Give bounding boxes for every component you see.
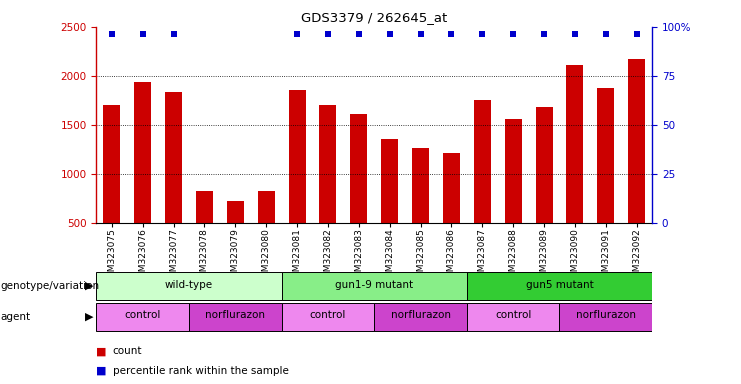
Bar (282, 303, 374, 331)
Text: percentile rank within the sample: percentile rank within the sample (113, 366, 288, 376)
Bar (628, 59, 645, 223)
Bar (196, 191, 213, 223)
Bar (189, 303, 282, 331)
Bar (258, 191, 275, 223)
Bar (412, 148, 429, 223)
Bar (597, 88, 614, 223)
Bar (467, 272, 652, 300)
Bar (319, 105, 336, 223)
Text: control: control (124, 310, 161, 320)
Text: control: control (495, 310, 531, 320)
Bar (282, 272, 467, 300)
Text: agent: agent (0, 312, 30, 322)
Text: ▶: ▶ (85, 312, 93, 322)
Text: norflurazon: norflurazon (576, 310, 636, 320)
Bar (536, 107, 553, 223)
Bar (473, 100, 491, 223)
Bar (288, 89, 305, 223)
Bar (381, 139, 398, 223)
Text: count: count (113, 346, 142, 356)
Text: gun5 mutant: gun5 mutant (525, 280, 594, 290)
Text: ■: ■ (96, 346, 110, 356)
Bar (467, 303, 559, 331)
Bar (350, 114, 368, 223)
Bar (505, 119, 522, 223)
Bar (374, 303, 467, 331)
Bar (443, 153, 460, 223)
Bar (227, 201, 244, 223)
Text: norflurazon: norflurazon (205, 310, 265, 320)
Bar (96, 272, 282, 300)
Title: GDS3379 / 262645_at: GDS3379 / 262645_at (301, 11, 448, 24)
Text: wild-type: wild-type (165, 280, 213, 290)
Text: ▶: ▶ (85, 281, 93, 291)
Bar (559, 303, 652, 331)
Bar (103, 105, 120, 223)
Text: gun1-9 mutant: gun1-9 mutant (335, 280, 413, 290)
Bar (566, 65, 583, 223)
Text: ■: ■ (96, 366, 110, 376)
Text: control: control (310, 310, 346, 320)
Bar (134, 82, 151, 223)
Bar (165, 91, 182, 223)
Bar (96, 303, 189, 331)
Text: norflurazon: norflurazon (391, 310, 451, 320)
Text: genotype/variation: genotype/variation (0, 281, 99, 291)
